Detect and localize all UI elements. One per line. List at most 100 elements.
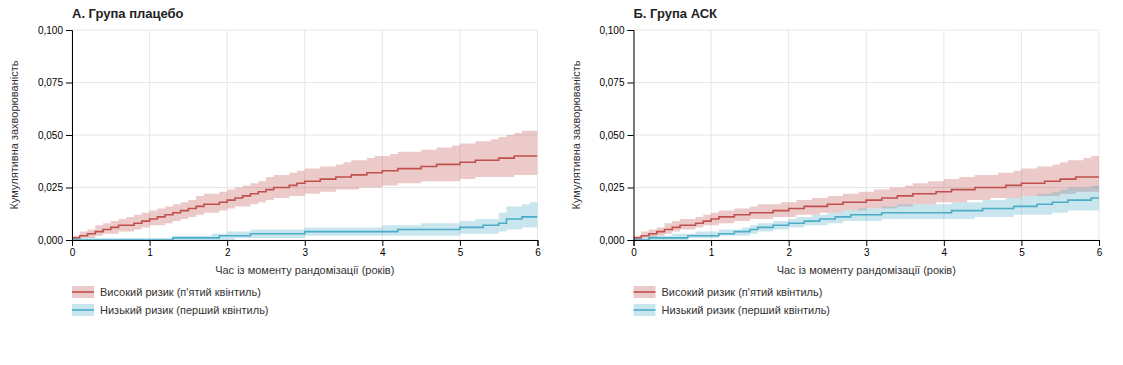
legend-swatch — [634, 286, 656, 298]
x-tick: 1 — [147, 240, 153, 258]
x-tick: 2 — [225, 240, 231, 258]
x-tick: 6 — [535, 240, 541, 258]
x-tick-mark — [944, 240, 945, 246]
y-tick-mark — [628, 135, 634, 136]
x-tick-label: 1 — [709, 247, 715, 258]
legend-line — [634, 309, 656, 311]
x-tick-label: 0 — [631, 247, 637, 258]
y-tick-label: 0,000 — [599, 235, 624, 246]
y-tick-mark — [66, 240, 72, 241]
x-tick-label: 5 — [1019, 247, 1025, 258]
x-tick-label: 5 — [458, 247, 464, 258]
y-axis: 0,000 0,025 0,050 0,075 0,100 — [599, 25, 634, 246]
x-axis-title: Час із моменту рандомізації (років) — [215, 264, 394, 276]
y-tick-label: 0,000 — [38, 235, 63, 246]
x-tick-mark — [460, 240, 461, 246]
x-tick-label: 1 — [147, 247, 153, 258]
y-tick: 0,000 — [38, 235, 72, 246]
x-tick: 0 — [631, 240, 637, 258]
x-axis-line — [73, 241, 539, 247]
legend-line — [72, 291, 94, 293]
y-axis-line — [66, 31, 73, 241]
chart-title: Б. Група АСК — [634, 6, 718, 21]
y-tick: 0,025 — [599, 182, 633, 193]
x-tick-label: 2 — [786, 247, 792, 258]
x-tick-label: 3 — [302, 247, 308, 258]
y-tick: 0,075 — [599, 77, 633, 88]
confidence-band — [634, 185, 1100, 240]
confidence-band — [72, 131, 538, 240]
y-tick-label: 0,025 — [599, 182, 624, 193]
x-tick-mark — [789, 240, 790, 246]
plot-area — [634, 141, 1100, 240]
x-axis: 0 1 2 3 4 5 6 — [70, 240, 542, 258]
y-tick-mark — [628, 240, 634, 241]
y-tick-label: 0,075 — [38, 77, 63, 88]
x-tick-mark — [711, 240, 712, 246]
y-axis-title: Кумулятивна захворюваність — [570, 60, 582, 209]
chart-title: А. Група плацебо — [72, 6, 184, 21]
x-tick-label: 3 — [864, 247, 870, 258]
panel: 0 1 2 3 4 5 6 0,000 0,025 0,050 0,075 0,100А. Група… — [8, 6, 541, 316]
x-tick-label: 6 — [1097, 247, 1103, 258]
legend-label: Високий ризик (п'ятий квінтиль) — [100, 286, 261, 298]
y-tick-label: 0,075 — [599, 77, 624, 88]
x-tick-mark — [1099, 240, 1100, 246]
panel: 0 1 2 3 4 5 6 0,000 0,025 0,050 0,075 0,100 Б. Група… — [570, 6, 1103, 316]
legend-swatch — [72, 304, 94, 316]
y-tick: 0,025 — [38, 182, 72, 193]
y-tick: 0,050 — [38, 130, 72, 141]
x-tick: 3 — [864, 240, 870, 258]
y-axis: 0,000 0,025 0,050 0,075 0,100 — [38, 25, 73, 246]
y-tick-label: 0,050 — [599, 130, 624, 141]
y-tick-mark — [628, 188, 634, 189]
y-tick: 0,075 — [38, 77, 72, 88]
x-axis: 0 1 2 3 4 5 6 — [631, 240, 1103, 258]
x-tick: 0 — [70, 240, 76, 258]
y-tick-label: 0,025 — [38, 182, 63, 193]
y-tick: 0,000 — [599, 235, 633, 246]
step-line — [634, 198, 1100, 240]
x-tick-mark — [227, 240, 228, 246]
grid — [72, 30, 538, 240]
x-axis-line — [634, 241, 1100, 247]
x-tick-label: 6 — [535, 247, 541, 258]
x-tick-label: 0 — [70, 247, 76, 258]
chart-canvas: 01234560,0000,0250,0500,0750,100А. Група… — [0, 0, 1123, 365]
x-tick-label: 4 — [380, 247, 386, 258]
y-grid-line — [72, 30, 538, 31]
x-tick-mark — [305, 240, 306, 246]
y-tick-mark — [628, 83, 634, 84]
y-tick-mark — [66, 188, 72, 189]
step-line — [72, 217, 538, 240]
y-tick: 0,100 — [38, 25, 72, 36]
y-tick-label: 0,100 — [599, 25, 624, 36]
legend-label: Високий ризик (п'ятий квінтиль) — [662, 286, 823, 298]
confidence-band — [72, 200, 538, 240]
x-tick-mark — [1021, 240, 1022, 246]
legend-line — [72, 309, 94, 311]
legend: Високий ризик (п'ятий квінтиль) Низький р… — [72, 286, 269, 316]
x-tick-mark — [150, 240, 151, 246]
y-tick: 0,050 — [599, 130, 633, 141]
y-grid-line — [634, 135, 1100, 136]
x-tick: 6 — [1097, 240, 1103, 258]
y-grid-line — [72, 82, 538, 83]
x-tick-label: 2 — [225, 247, 231, 258]
x-tick-mark — [538, 240, 539, 246]
x-tick: 5 — [458, 240, 464, 258]
y-tick-mark — [66, 83, 72, 84]
grid — [634, 30, 1100, 240]
plot-area — [72, 131, 538, 240]
legend-item: Низький ризик (перший квінтиль) — [72, 304, 269, 316]
x-tick: 2 — [786, 240, 792, 258]
y-tick-mark — [66, 135, 72, 136]
legend-label: Низький ризик (перший квінтиль) — [100, 304, 269, 316]
legend: Високий ризик (п'ятий квінтиль) Низький р… — [634, 286, 831, 316]
legend-swatch — [72, 286, 94, 298]
y-grid-line — [634, 82, 1100, 83]
y-tick: 0,100 — [599, 25, 633, 36]
confidence-band — [634, 141, 1100, 240]
legend-label: Низький ризик (перший квінтиль) — [662, 304, 831, 316]
x-tick-label: 4 — [942, 247, 948, 258]
